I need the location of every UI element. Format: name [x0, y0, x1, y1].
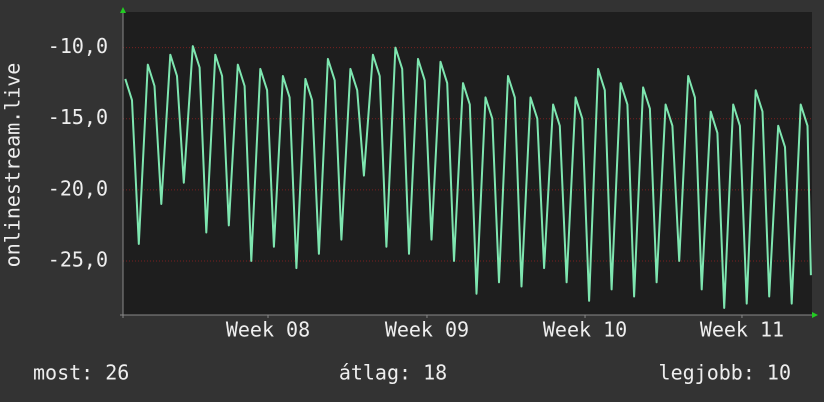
axis-arrow	[812, 312, 818, 318]
x-tick-label: Week 11	[700, 318, 784, 342]
x-tick-label: Week 09	[385, 318, 469, 342]
y-tick-label: -20,0	[48, 176, 108, 200]
y-axis-label: onlinestream.live	[1, 63, 25, 268]
axis-arrow	[120, 7, 126, 13]
x-tick-label: Week 10	[543, 318, 627, 342]
y-tick-label: -25,0	[48, 247, 108, 271]
stat-average: átlag: 18	[339, 361, 447, 385]
data-line	[124, 45, 812, 309]
y-tick-label: -10,0	[48, 34, 108, 58]
y-tick-label: -15,0	[48, 105, 108, 129]
stat-max: legjobb: 10	[659, 361, 791, 385]
x-tick-label: Week 08	[226, 318, 310, 342]
stat-current: most: 26	[33, 361, 129, 385]
